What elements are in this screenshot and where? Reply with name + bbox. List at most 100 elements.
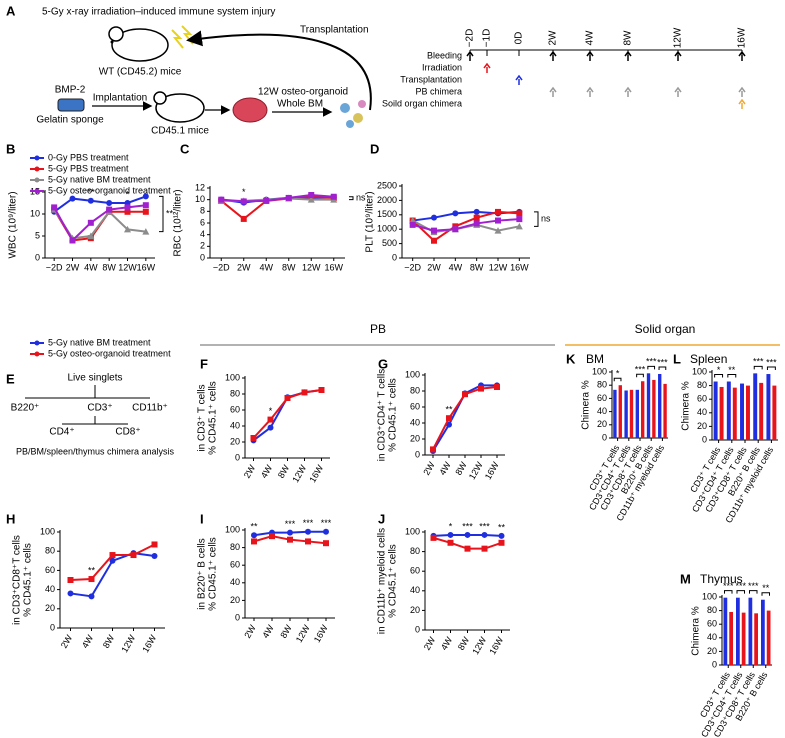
time-label: 2W <box>548 30 559 46</box>
tree-node: PB/BM/spleen/thymus chimera analysis <box>16 446 175 456</box>
marker <box>446 415 452 422</box>
bar <box>658 373 662 438</box>
marker <box>318 387 325 393</box>
x-tick-label: 4W <box>260 623 276 640</box>
marker <box>495 208 501 215</box>
marker <box>452 210 459 217</box>
x-tick-label: 4W <box>439 635 455 652</box>
bar <box>746 385 750 440</box>
marker <box>473 208 480 215</box>
marker <box>447 539 454 546</box>
series-line <box>411 210 520 242</box>
bar <box>766 374 771 440</box>
panel-title: 5-Gy x-ray irradiation–induced immune sy… <box>42 7 275 18</box>
marker <box>330 193 337 200</box>
marker <box>142 202 149 209</box>
y-tick-label: 40 <box>410 585 420 595</box>
row-label: Irradiation <box>422 62 462 72</box>
x-tick-label: 4W <box>84 262 98 272</box>
y-axis-label: % CD45.1⁺ cells <box>208 381 219 455</box>
x-tick-label: 8W <box>102 262 116 272</box>
marker <box>301 389 308 396</box>
sig-label: * <box>126 189 130 199</box>
bar <box>732 387 737 440</box>
panel-label: A <box>6 3 16 18</box>
y-tick-label: 2000 <box>377 195 397 205</box>
y-tick-label: 60 <box>697 394 707 404</box>
marker <box>409 221 416 228</box>
y-tick-label: 20 <box>410 605 420 615</box>
marker <box>495 217 501 224</box>
x-tick-label: 12W <box>119 633 137 654</box>
y-tick-label: 60 <box>230 560 240 570</box>
y-axis-label: PLT (10⁹/liter) <box>365 191 376 252</box>
marker <box>124 225 131 233</box>
y-tick-label: 80 <box>410 546 420 556</box>
y-axis-label: in B220⁺ B cells <box>197 538 208 609</box>
y-tick-label: 2 <box>200 241 205 251</box>
y-tick-label: 20 <box>707 646 717 656</box>
x-tick-label: 12W <box>294 623 312 644</box>
marker <box>109 557 116 564</box>
panel-label: I <box>200 511 204 526</box>
bar <box>613 389 617 438</box>
marker <box>124 208 131 215</box>
y-axis-label: in CD3⁺CD8⁺T cells <box>12 535 23 625</box>
panel-label: H <box>6 511 15 526</box>
panel-label: K <box>566 351 576 366</box>
event-arrow <box>738 98 746 109</box>
mouse-label: WT (CD45.2) mice <box>99 67 182 78</box>
y-tick-label: 20 <box>697 421 707 431</box>
panel-label: D <box>370 141 379 156</box>
x-tick-label: 2W <box>427 262 441 272</box>
marker <box>430 446 436 453</box>
sig-label: * <box>242 187 246 197</box>
marker <box>464 545 471 552</box>
sig-bracket <box>613 377 622 382</box>
sig-label: ** <box>88 565 96 575</box>
section-header: PB <box>370 322 386 336</box>
x-tick-label: 8W <box>278 623 294 640</box>
marker <box>481 545 488 552</box>
y-tick-label: 40 <box>230 420 240 430</box>
marker <box>142 193 149 200</box>
marker <box>88 593 95 600</box>
marker <box>109 552 116 559</box>
section-header: Solid organ <box>635 322 696 336</box>
mouse-label: CD45.1 mice <box>151 126 209 137</box>
legend-marker <box>34 166 40 172</box>
y-tick-label: 100 <box>405 526 420 536</box>
y-axis-label: in CD3⁺ T cells <box>197 384 208 451</box>
y-tick-label: 0 <box>200 252 205 262</box>
series-line <box>221 193 334 203</box>
sig-label: * <box>269 406 273 416</box>
bar <box>740 383 744 440</box>
bar <box>741 612 746 665</box>
marker <box>323 540 329 547</box>
sig-label: *** <box>303 518 314 528</box>
y-tick-label: 20 <box>45 603 55 613</box>
y-tick-label: 100 <box>405 369 420 379</box>
tree-node: CD8⁺ <box>115 427 140 438</box>
event-arrow <box>674 50 682 61</box>
x-tick-label: 2W <box>66 262 80 272</box>
y-axis-label: Chimera % <box>681 381 692 431</box>
sig-label: *** <box>646 357 657 367</box>
x-tick-label: 2W <box>422 635 438 652</box>
y-axis-label: WBC (10⁹/liter) <box>8 191 19 258</box>
panel-label: B <box>6 141 15 156</box>
x-tick-label: 4W <box>80 633 96 650</box>
y-tick-label: 100 <box>225 524 240 534</box>
tree-node: CD11b⁺ <box>132 403 168 414</box>
time-label: 12W <box>673 27 684 48</box>
event-arrow <box>738 50 746 61</box>
organoid-icon <box>232 97 268 123</box>
y-tick-label: 100 <box>702 591 717 601</box>
sig-label: *** <box>766 357 777 367</box>
sig-label: ** <box>250 522 258 532</box>
y-tick-label: 0 <box>235 452 240 462</box>
mouse-recipient <box>153 91 205 123</box>
time-label: 16W <box>737 27 748 48</box>
marker <box>494 384 500 390</box>
